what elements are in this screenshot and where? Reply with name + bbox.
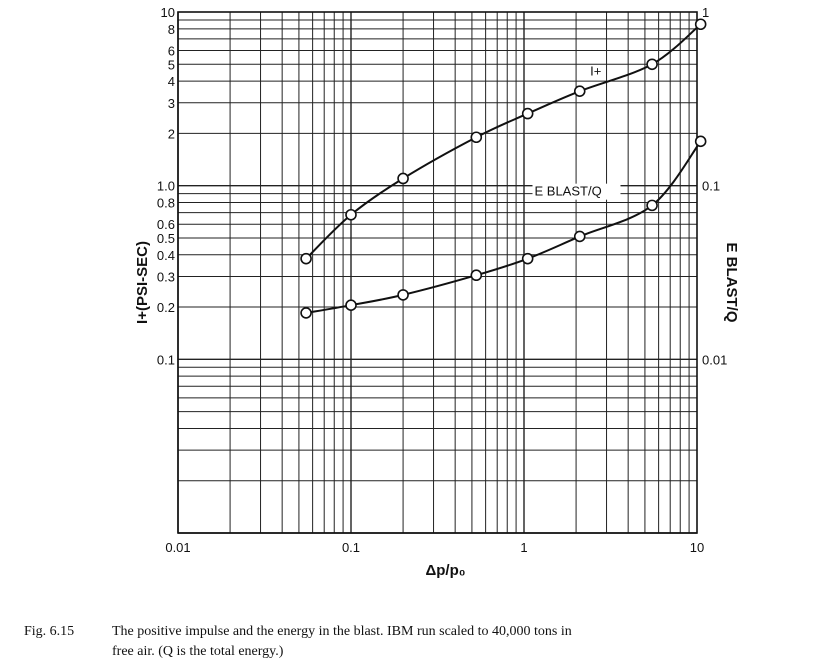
series-line-1 — [305, 23, 702, 260]
series-2-point — [646, 199, 658, 212]
x-tick-label: 1 — [520, 540, 527, 555]
x-axis-title: Δp/p₀ — [425, 562, 465, 579]
series-label-energy-bg — [532, 183, 621, 200]
x-tick-label: 0.1 — [342, 540, 360, 555]
plot-frame — [177, 11, 698, 534]
y-left-tick-label: 0.3 — [157, 269, 175, 284]
series-2-point — [397, 289, 409, 301]
y-left-axis-title: I+(PSI-SEC) — [134, 241, 151, 324]
y-left-tick-label: 8 — [168, 22, 175, 37]
y-left-tick-label: 10 — [161, 5, 175, 20]
series-2-point — [694, 135, 707, 148]
y-left-tick-label: 0.8 — [157, 195, 175, 210]
chart-points — [300, 18, 707, 319]
y-left-tick-label: 3 — [168, 96, 175, 111]
series-1-point — [397, 172, 409, 185]
figure-caption: Fig. 6.15 The positive impulse and the en… — [24, 622, 824, 662]
log-log-chart: I+E BLAST/Q0.01 0.1 1 10108654321.00.80.60.… — [134, 5, 740, 579]
chart-curves — [305, 23, 702, 314]
series-1-point — [521, 107, 534, 120]
y-left-tick-label: 1.0 — [157, 179, 175, 194]
x-tick-label: 0.01 — [165, 540, 190, 555]
series-1-point — [646, 58, 658, 71]
y-right-tick-label: 0.1 — [702, 179, 720, 194]
y-right-tick-label: 1 — [702, 5, 709, 20]
series-2-point — [300, 307, 312, 319]
series-2-point — [345, 299, 357, 311]
y-left-tick-label: 0.4 — [157, 248, 175, 263]
series-label-impulse: I+ — [590, 64, 601, 79]
series-line-2 — [305, 140, 702, 314]
y-left-tick-label: 5 — [168, 57, 175, 72]
series-1-point — [694, 18, 707, 31]
series-1-point — [573, 85, 586, 97]
y-left-tick-label: 0.2 — [157, 300, 175, 315]
x-tick-label: 10 — [690, 540, 704, 555]
series-1-point — [345, 208, 357, 221]
y-left-tick-label: 4 — [168, 74, 175, 89]
series-1-point — [470, 131, 483, 144]
y-left-tick-label: 0.5 — [157, 231, 175, 246]
y-left-tick-label: 0.1 — [157, 352, 175, 367]
chart-labels: I+E BLAST/Q0.01 0.1 1 10108654321.00.80.60.… — [134, 5, 740, 579]
figure-number: Fig. 6.15 — [24, 624, 75, 639]
y-right-axis-title: E BLAST/Q — [723, 242, 740, 322]
y-right-tick-label: 0.01 — [702, 352, 727, 367]
chart-grid — [177, 11, 698, 534]
series-2-point — [573, 230, 586, 243]
series-label-energy: E BLAST/Q — [535, 184, 602, 199]
caption-line-1: The positive impulse and the energy in t… — [112, 624, 572, 639]
y-left-tick-label: 2 — [168, 126, 175, 141]
series-2-point — [521, 252, 534, 265]
series-2-point — [470, 269, 483, 282]
y-left-tick-label: 0.6 — [157, 217, 175, 232]
y-left-tick-label: 6 — [168, 44, 175, 59]
caption-line-2: free air. (Q is the total energy.) — [112, 644, 284, 659]
series-1-point — [300, 252, 312, 265]
